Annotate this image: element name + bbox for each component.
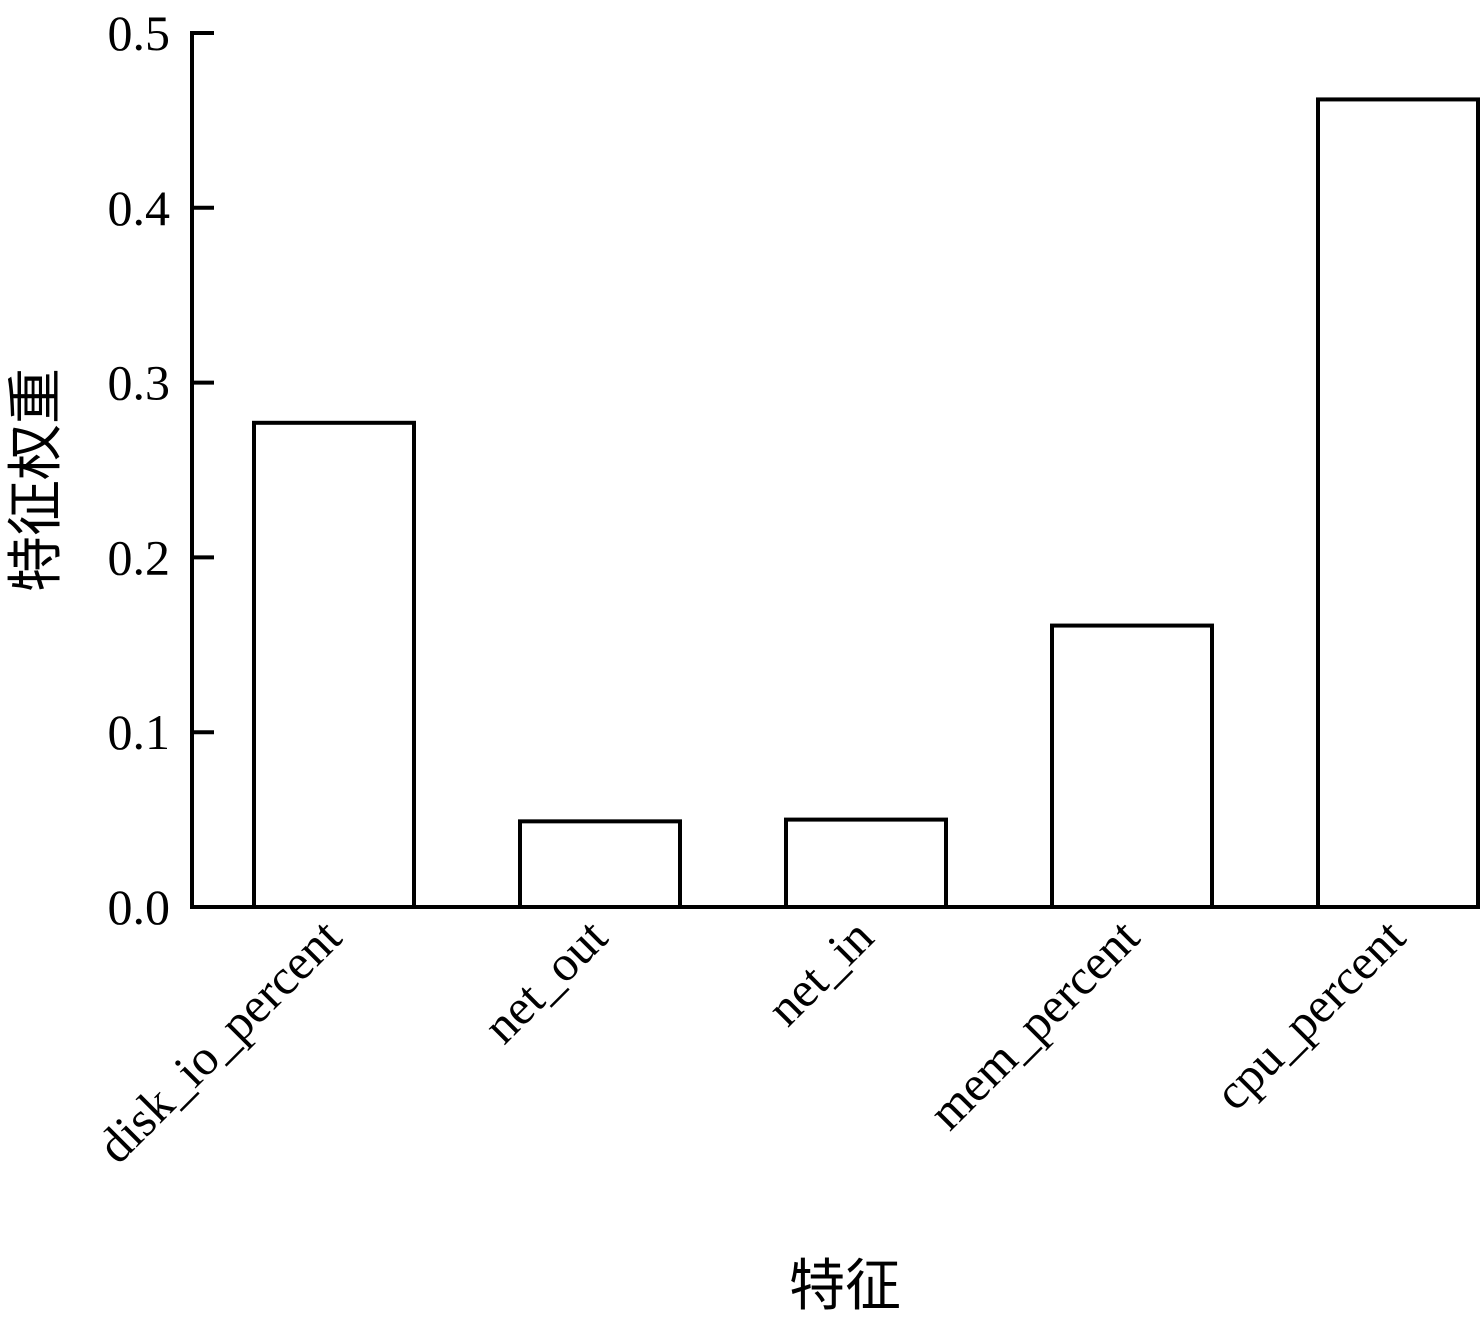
x-tick-label: disk_io_percent [86, 908, 351, 1173]
y-tick-label: 0.5 [108, 5, 171, 61]
y-tick-label: 0.0 [108, 879, 171, 935]
y-tick-label: 0.3 [108, 355, 171, 411]
x-axis-title: 特征 [789, 1256, 901, 1318]
y-tick-label: 0.4 [108, 180, 171, 236]
x-tick-label: cpu_percent [1203, 908, 1415, 1120]
y-axis-title: 特征权重 [6, 368, 68, 592]
bar-net_in [784, 817, 948, 909]
axes-group [190, 31, 1476, 909]
x-tick-labels-group: disk_io_percent net_out net_in mem_percent c… [86, 908, 1416, 1174]
x-tick-label: net_out [472, 908, 618, 1054]
bars-group [252, 97, 1480, 910]
x-tick-label: mem_percent [918, 908, 1150, 1140]
bar-disk_io_percent [252, 420, 416, 909]
bar-cpu_percent [1316, 97, 1480, 909]
bar-mem_percent [1050, 623, 1214, 910]
x-tick-label: net_in [756, 908, 884, 1036]
y-tick-label: 0.2 [108, 529, 171, 585]
y-ticks-group: 0.0 0.1 0.2 0.3 0.4 0.5 [108, 5, 214, 935]
bar-net_out [518, 819, 682, 910]
y-tick-label: 0.1 [108, 704, 171, 760]
